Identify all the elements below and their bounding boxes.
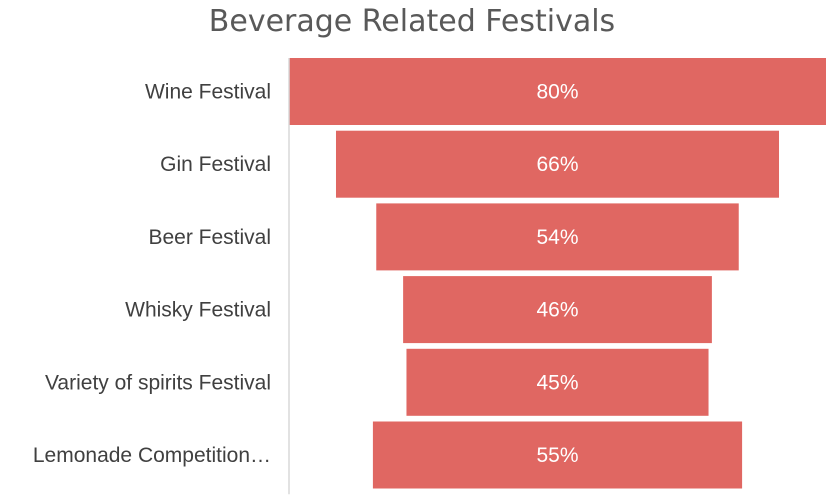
- data-label: 46%: [536, 299, 578, 322]
- funnel-bar: [406, 348, 709, 416]
- category-label: Beer Festival: [148, 226, 271, 249]
- funnel-bar: [403, 276, 712, 344]
- category-label: Wine Festival: [145, 81, 271, 104]
- funnel-bar: [376, 203, 739, 271]
- funnel-bar: [335, 130, 780, 198]
- chart-title: Beverage Related Festivals: [208, 4, 616, 39]
- category-label: Lemonade Competition…: [33, 444, 271, 467]
- category-label: Variety of spirits Festival: [45, 371, 271, 394]
- data-label: 55%: [536, 444, 578, 467]
- labels-layer: 80% Wine Festival 66% Gin Festival 54% Beer F…: [33, 81, 579, 468]
- data-label: 45%: [536, 371, 578, 394]
- bars-layer: [289, 58, 826, 489]
- data-label: 80%: [536, 81, 578, 104]
- funnel-bar: [372, 421, 743, 489]
- funnel-bar: [289, 58, 826, 125]
- data-label: 66%: [536, 153, 578, 176]
- category-label: Whisky Festival: [125, 299, 271, 322]
- category-label: Gin Festival: [160, 153, 271, 176]
- data-label: 54%: [536, 226, 578, 249]
